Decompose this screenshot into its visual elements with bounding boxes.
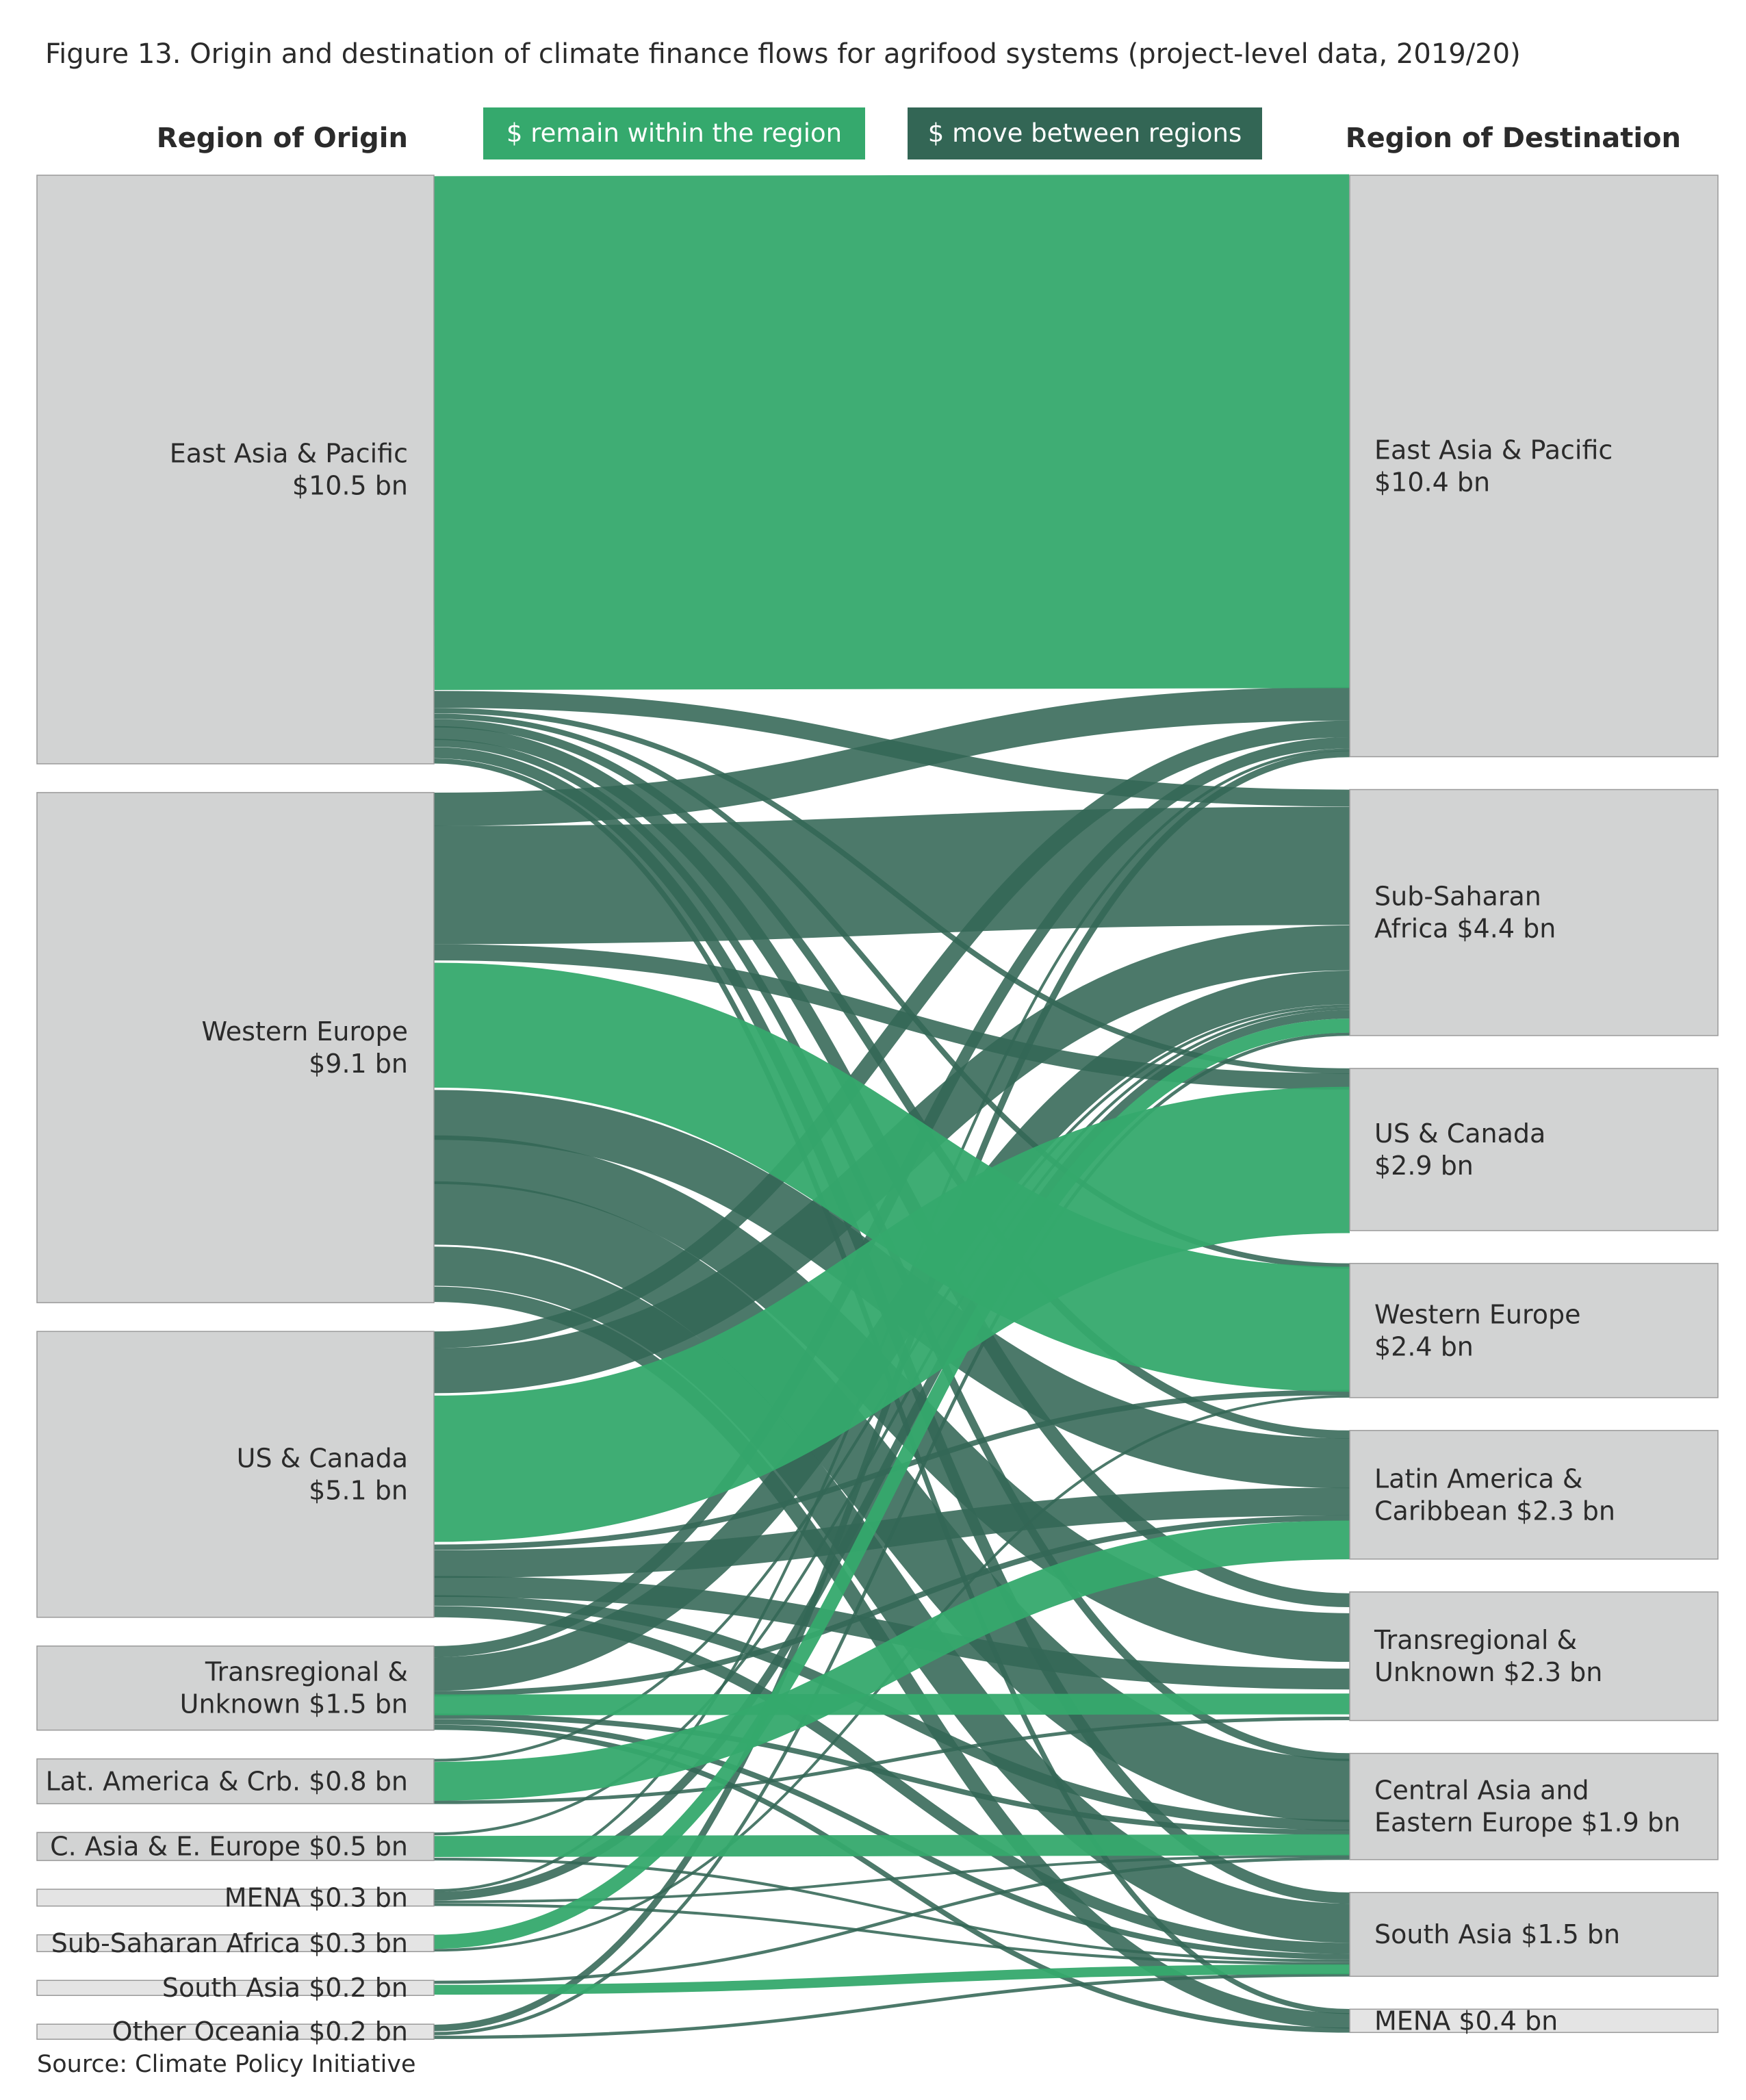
origin-node-eap [36, 175, 435, 765]
destination-label-we-line-1: Western Europe [1374, 1299, 1581, 1329]
destination-label-usc-line-2: $2.9 bn [1374, 1151, 1474, 1181]
flow-we-to-ssa [433, 806, 1350, 945]
source-note: Source: Climate Policy Initiative [37, 2051, 416, 2078]
origin-label-ssa-line-1: Sub-Saharan Africa $0.3 bn [51, 1928, 408, 1958]
origin-node-caee [36, 1832, 435, 1861]
destination-node-tr [1349, 1591, 1719, 1721]
origin-label-usc-line-1: US & Canada [237, 1443, 408, 1473]
destination-label-caee-line-2: Eastern Europe $1.9 bn [1374, 1808, 1680, 1838]
destination-header: Region of Destination [1346, 123, 1681, 154]
destination-label-tr-line-2: Unknown $2.3 bn [1374, 1657, 1602, 1687]
origin-label-tr-line-2: Unknown $1.5 bn [180, 1689, 408, 1719]
flow-usc-to-eap [433, 720, 1350, 1348]
origin-node-ssa [36, 1934, 435, 1952]
origin-node-sa [36, 1980, 435, 1996]
origin-node-mena [36, 1888, 435, 1907]
origin-label-mena-line-1: MENA $0.3 bn [224, 1882, 408, 1912]
destination-label-eap-line-2: $10.4 bn [1374, 467, 1490, 497]
flow-caee-to-caee [433, 1834, 1350, 1858]
origin-node-usc [36, 1331, 435, 1618]
flow-mena-to-caee [433, 1854, 1350, 1904]
destination-label-ssa-line-1: Sub-Saharan [1374, 882, 1541, 912]
legend-within-label: $ remain within the region [506, 118, 842, 148]
destination-node-caee [1349, 1752, 1719, 1860]
destination-label-we-line-2: $2.4 bn [1374, 1331, 1474, 1361]
origin-node-we [36, 792, 435, 1303]
destination-label-sa-line-1: South Asia $1.5 bn [1374, 1919, 1620, 1949]
destination-label-mena-line-1: MENA $0.4 bn [1374, 2006, 1558, 2036]
origin-label-eap-line-1: East Asia & Pacific [170, 438, 408, 468]
destination-label-lac-line-2: Caribbean $2.3 bn [1374, 1496, 1615, 1526]
origin-label-tr-line-1: Transregional & [205, 1657, 408, 1687]
destination-node-sa [1349, 1892, 1719, 1977]
origin-node-tr [36, 1646, 435, 1731]
destination-label-eap-line-1: East Asia & Pacific [1374, 435, 1613, 465]
destination-label-caee-line-1: Central Asia and [1374, 1776, 1589, 1806]
flow-eap-to-lac [433, 719, 1350, 1439]
flow-eap-to-eap [433, 174, 1350, 691]
origin-label-lac-line-1: Lat. America & Crb. $0.8 bn [46, 1766, 408, 1796]
destination-label-ssa-line-2: Africa $4.4 bn [1374, 914, 1556, 944]
chart-title: Figure 13. Origin and destination of cli… [45, 38, 1521, 70]
nodes-layer [36, 175, 1719, 2040]
origin-label-caee-line-1: C. Asia & E. Europe $0.5 bn [50, 1832, 408, 1862]
flow-ssa-to-ssa [433, 1019, 1350, 1949]
origin-header: Region of Origin [157, 123, 408, 154]
origin-label-usc-line-2: $5.1 bn [309, 1475, 408, 1505]
flow-we-to-we [433, 962, 1350, 1392]
legend: $ remain within the region $ move betwee… [483, 107, 1262, 159]
flow-lac-to-tr [433, 1717, 1350, 1804]
flow-tr-to-caee [433, 1713, 1350, 1835]
flow-lac-to-lac [433, 1520, 1350, 1801]
flow-we-to-eap [433, 687, 1350, 826]
flow-caee-to-sa [433, 1858, 1350, 1962]
origin-label-we-line-1: Western Europe [201, 1016, 408, 1047]
destination-node-lac [1349, 1430, 1719, 1560]
flow-mena-to-sa [433, 1903, 1350, 1965]
origin-label-sa-line-1: South Asia $0.2 bn [162, 1973, 408, 2003]
legend-within-swatch [483, 107, 865, 159]
flow-sa-to-sa [433, 1964, 1350, 1995]
origin-label-oo-line-1: Other Oceania $0.2 bn [112, 2016, 408, 2047]
origin-node-lac [36, 1758, 435, 1804]
origin-label-we-line-2: $9.1 bn [309, 1049, 408, 1079]
destination-node-ssa [1349, 789, 1719, 1036]
flow-oo-to-sa [433, 1973, 1350, 2039]
legend-between-label: $ move between regions [928, 118, 1242, 148]
destination-node-usc [1349, 1068, 1719, 1231]
flow-usc-to-usc [433, 1086, 1350, 1542]
flow-tr-to-lac [433, 1515, 1350, 1697]
flows-layer [433, 174, 1350, 2039]
origin-label-eap-line-2: $10.5 bn [292, 470, 408, 500]
destination-node-eap [1349, 175, 1719, 758]
destination-label-lac-line-1: Latin America & [1374, 1463, 1583, 1494]
destination-node-mena [1349, 2008, 1719, 2034]
legend-between-swatch [908, 107, 1262, 159]
flow-we-to-caee [433, 1181, 1350, 1822]
destination-label-tr-line-1: Transregional & [1374, 1625, 1577, 1655]
flow-oo-to-ssa [433, 1032, 1350, 2036]
origin-node-oo [36, 2023, 435, 2040]
destination-node-we [1349, 1263, 1719, 1398]
destination-label-usc-line-1: US & Canada [1374, 1118, 1545, 1149]
